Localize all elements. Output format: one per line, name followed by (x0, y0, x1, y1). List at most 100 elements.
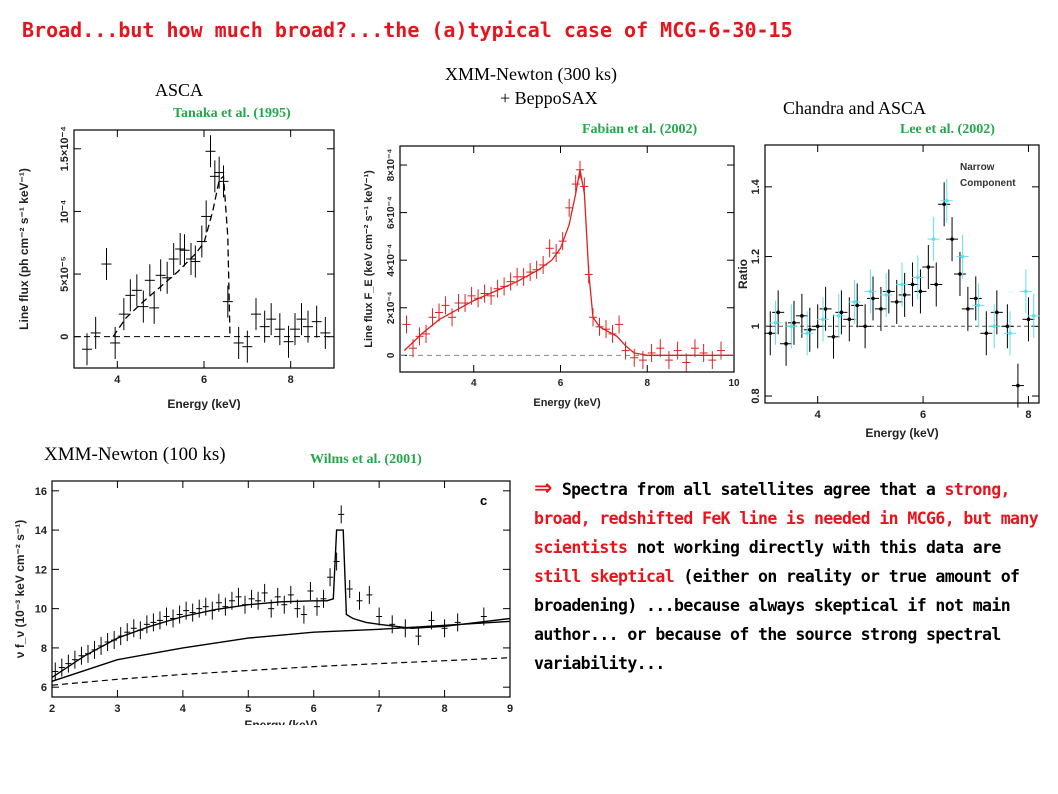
y-tick-label: 10 (35, 604, 47, 616)
citation-lee: Lee et al. (2002) (900, 122, 995, 137)
line-dashed-component (51, 657, 511, 686)
panel-label-chandra: Chandra and ASCA (783, 98, 926, 118)
chart-chandra: 4 6 8 0.8 1 1.2 1.4 Energy (keV) Ratio Narrow Comp… (736, 144, 1040, 440)
x-tick-label: 3 (114, 703, 120, 715)
x-axis-label: Energy (keV) (865, 426, 938, 440)
text-part-5: (either on reality or true amount of bro… (534, 567, 1020, 673)
y-tick-label: 0 (386, 352, 397, 358)
y-tick-label: 8×10⁻⁴ (386, 149, 397, 182)
series-0-marker-5 (807, 327, 812, 332)
series-1-marker-11 (944, 198, 949, 203)
series-0-marker-8 (831, 334, 836, 339)
series-1-marker-1 (789, 324, 794, 329)
series-0-marker-25 (966, 307, 970, 311)
x-axis-label: Energy (keV) (533, 397, 601, 409)
y-axis-label: Line flux (ph cm⁻² s⁻¹ keV⁻¹) (17, 168, 31, 330)
y-tick-label: 1.4 (750, 178, 762, 194)
text-part-1: Spectra from all satellites agree that a (561, 480, 936, 499)
series-0-marker-26 (973, 296, 978, 301)
series-1-marker-0 (773, 321, 778, 325)
series-1-marker-10 (931, 237, 936, 241)
series-0-marker-1 (776, 310, 780, 315)
x-tick-label: 4 (815, 409, 822, 421)
series-1-marker-9 (916, 275, 920, 280)
y-axis-label: ν f_ν (10⁻³ keV cm⁻² s⁻¹) (13, 520, 27, 658)
series-1-marker-16 (1024, 289, 1028, 294)
panel-label-xmm100: XMM-Newton (100 ks) (44, 444, 226, 465)
series-0-marker-12 (863, 324, 867, 329)
citation-wilms: Wilms et al. (2001) (310, 452, 422, 467)
x-tick-label: 10 (728, 378, 740, 389)
y-axis-label: Ratio (736, 259, 750, 289)
x-tick-label: 9 (507, 703, 513, 715)
citation-tanaka: Tanaka et al. (1995) (173, 106, 291, 121)
x-tick-label: 5 (245, 703, 251, 715)
x-tick-label: 8 (1025, 409, 1031, 421)
series-1-marker-5 (852, 300, 857, 304)
series-1-marker-13 (976, 303, 981, 308)
x-axis-label: Energy (keV) (167, 397, 240, 410)
plot-frame (51, 480, 511, 698)
x-tick-label: 2 (49, 703, 55, 715)
conclusion-text: ⇒ Spectra from all satellites agree that … (534, 474, 1046, 678)
series-0-marker-31 (1026, 317, 1031, 322)
series-0-marker-29 (1005, 324, 1010, 329)
series-0-marker-23 (950, 237, 954, 241)
line-model (403, 169, 734, 356)
series-0-marker-0 (768, 331, 773, 336)
series-0-marker-18 (910, 282, 915, 287)
series-0-marker-2 (784, 341, 788, 346)
y-tick-label: 2×10⁻⁴ (386, 291, 397, 324)
page-title: Broad...but how much broad?...the (a)typ… (22, 18, 793, 42)
plot-frame (399, 145, 735, 373)
series-1-marker-3 (821, 317, 825, 322)
chart-asca: 4 6 8 0 5×10⁻⁵ 10⁻⁴ 1.5×10⁻⁴ Energy (keV) Line f… (17, 126, 335, 410)
y-tick-label: 6 (41, 682, 47, 694)
x-axis-label: Energy (keV) (244, 718, 317, 725)
series-1-marker-14 (992, 324, 997, 329)
panel-letter: c (480, 493, 487, 508)
citation-fabian: Fabian et al. (2002) (582, 122, 698, 137)
series-1-marker-12 (960, 254, 965, 259)
x-tick-label: 7 (376, 703, 382, 715)
y-tick-label: 0.8 (750, 388, 762, 403)
y-tick-label: 10⁻⁴ (59, 200, 71, 223)
text-part-2: strong, broad, redshifted FeK line is ne… (534, 480, 1039, 557)
text-part-3: not working directly with this data are (636, 538, 1002, 557)
x-tick-label: 8 (442, 703, 448, 715)
y-tick-label: 0 (59, 334, 71, 340)
x-tick-label: 8 (288, 374, 294, 386)
series-1-marker-7 (884, 293, 888, 297)
y-tick-label: 5×10⁻⁵ (59, 256, 71, 292)
series-0-marker-20 (926, 265, 931, 269)
series-0-marker-10 (847, 317, 852, 322)
series-0-marker-14 (879, 307, 883, 311)
y-tick-label: 4×10⁻⁴ (386, 244, 397, 277)
series-0-marker-15 (887, 289, 891, 294)
series-0-marker-6 (815, 324, 820, 329)
x-tick-label: 4 (114, 374, 121, 386)
y-tick-label: 1 (750, 323, 762, 329)
y-tick-label: 1.5×10⁻⁴ (59, 126, 71, 171)
y-tick-label: 1.2 (750, 249, 762, 264)
series-0-marker-13 (871, 296, 875, 301)
series-0-marker-28 (995, 310, 999, 315)
annotation-narrow: Narrow (960, 162, 995, 173)
y-tick-label: 6×10⁻⁴ (386, 196, 397, 229)
series-0-marker-3 (792, 321, 796, 325)
y-axis-label: Line flux F_E (keV cm⁻² s⁻¹ keV⁻¹) (363, 170, 375, 348)
x-tick-label: 4 (471, 378, 477, 389)
series-1-marker-15 (1008, 331, 1012, 336)
series-0-marker-21 (934, 282, 939, 287)
series-1-marker-6 (868, 289, 873, 294)
series-0-marker-7 (823, 307, 828, 311)
y-tick-label: 12 (35, 564, 47, 576)
series-0-marker-4 (800, 314, 804, 318)
chart-xmm300: 4 6 8 10 0 2×10⁻⁴ 4×10⁻⁴ 6×10⁻⁴ 8×10⁻⁴ Energy (ke… (363, 145, 740, 409)
panel-label-xmm300: XMM-Newton (300 ks) (445, 64, 617, 84)
series-0-marker-22 (942, 202, 946, 207)
implies-arrow-icon: ⇒ (534, 476, 552, 501)
series-0-marker-24 (958, 272, 962, 276)
series-1-marker-2 (805, 331, 809, 336)
series-0-marker-30 (1016, 383, 1020, 388)
